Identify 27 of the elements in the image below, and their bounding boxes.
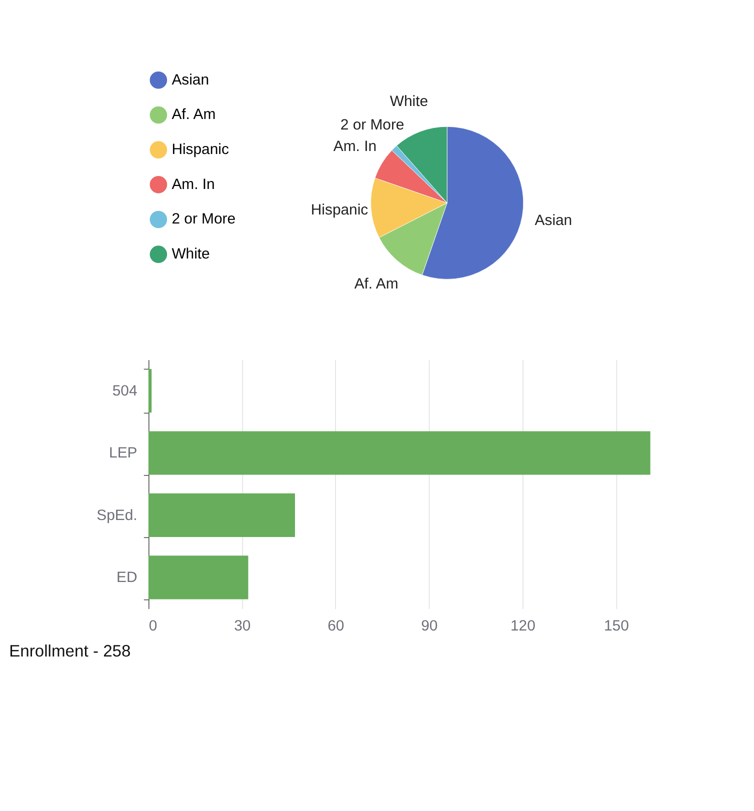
y-tick-label: LEP xyxy=(109,444,138,462)
slice-label: 2 or More xyxy=(340,116,404,134)
slice-label: Asian xyxy=(534,212,572,229)
bar xyxy=(148,493,295,537)
x-tick-label: 60 xyxy=(328,618,344,635)
x-tick-label: 150 xyxy=(604,618,629,635)
bar xyxy=(148,431,650,475)
legend-label: Am. In xyxy=(172,176,215,193)
x-tick-label: 120 xyxy=(510,618,536,635)
bar xyxy=(148,556,248,600)
legend-label: White xyxy=(172,245,210,262)
x-tick-label: 30 xyxy=(234,618,251,635)
y-tick-label: SpEd. xyxy=(96,506,138,524)
slice-label: Af. Am xyxy=(354,275,398,292)
x-tick-label: 0 xyxy=(148,618,158,635)
slice-label: White xyxy=(390,93,428,110)
legend-label: Af. Am xyxy=(172,106,216,124)
slice-label: Am. In xyxy=(333,138,377,156)
y-tick-label: ED xyxy=(116,568,138,586)
legend-label: Hispanic xyxy=(172,140,230,158)
y-tick-label: 504 xyxy=(112,382,138,400)
legend-label: 2 or More xyxy=(172,210,236,228)
x-tick-label: 90 xyxy=(421,618,438,635)
legend-label: Asian xyxy=(172,71,210,88)
slice-label: Hispanic xyxy=(310,202,369,219)
text: Enrollment - 258 xyxy=(9,642,131,661)
bar xyxy=(148,369,152,413)
